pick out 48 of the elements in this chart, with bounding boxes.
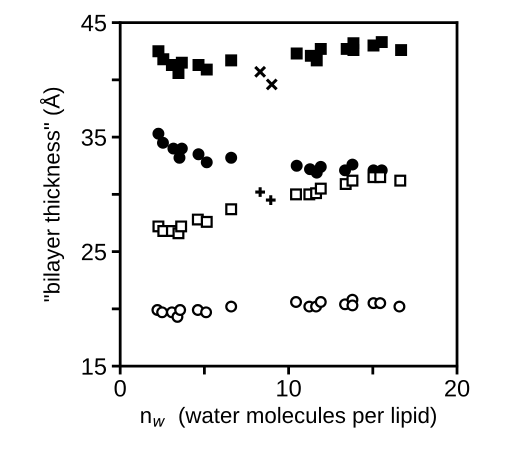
point	[176, 56, 188, 69]
point	[346, 299, 358, 312]
point	[395, 44, 408, 56]
point	[200, 156, 213, 168]
x-tick-label: 0	[114, 380, 126, 397]
point	[174, 304, 186, 316]
y-tick-label: 15	[82, 358, 106, 375]
point	[346, 158, 358, 171]
point	[225, 203, 238, 216]
point	[172, 67, 184, 79]
y-tick-label: 35	[82, 129, 106, 146]
point	[156, 136, 169, 149]
point	[394, 174, 406, 187]
x-tick-label: 10	[277, 380, 301, 397]
point	[290, 296, 302, 308]
point	[254, 65, 267, 78]
point	[175, 220, 188, 232]
point	[310, 54, 323, 66]
point	[290, 160, 303, 172]
point	[347, 44, 360, 56]
point	[290, 48, 303, 60]
point	[225, 300, 238, 313]
point	[200, 306, 212, 318]
point	[314, 160, 327, 173]
point	[200, 216, 213, 228]
y-tick-label: 25	[82, 244, 106, 260]
y-axis-title: "bilayer thickness" (Å)	[40, 88, 64, 302]
point	[265, 78, 278, 91]
point	[376, 36, 388, 48]
point	[314, 182, 327, 195]
y-tick-label: 45	[81, 14, 106, 32]
point	[200, 64, 213, 76]
point	[192, 148, 204, 160]
point	[264, 194, 278, 206]
point	[314, 42, 327, 55]
point	[254, 186, 267, 198]
point	[156, 306, 168, 318]
point	[225, 54, 238, 66]
x-tick-label: 20	[445, 380, 470, 397]
point	[374, 297, 386, 310]
point	[225, 152, 238, 164]
point	[290, 188, 302, 200]
point	[174, 152, 186, 164]
point	[314, 296, 327, 308]
x-axis-title: n$_{w}$ (water molecules per lipid)	[141, 406, 436, 428]
point	[393, 300, 406, 313]
point	[346, 174, 358, 187]
point	[152, 128, 164, 140]
